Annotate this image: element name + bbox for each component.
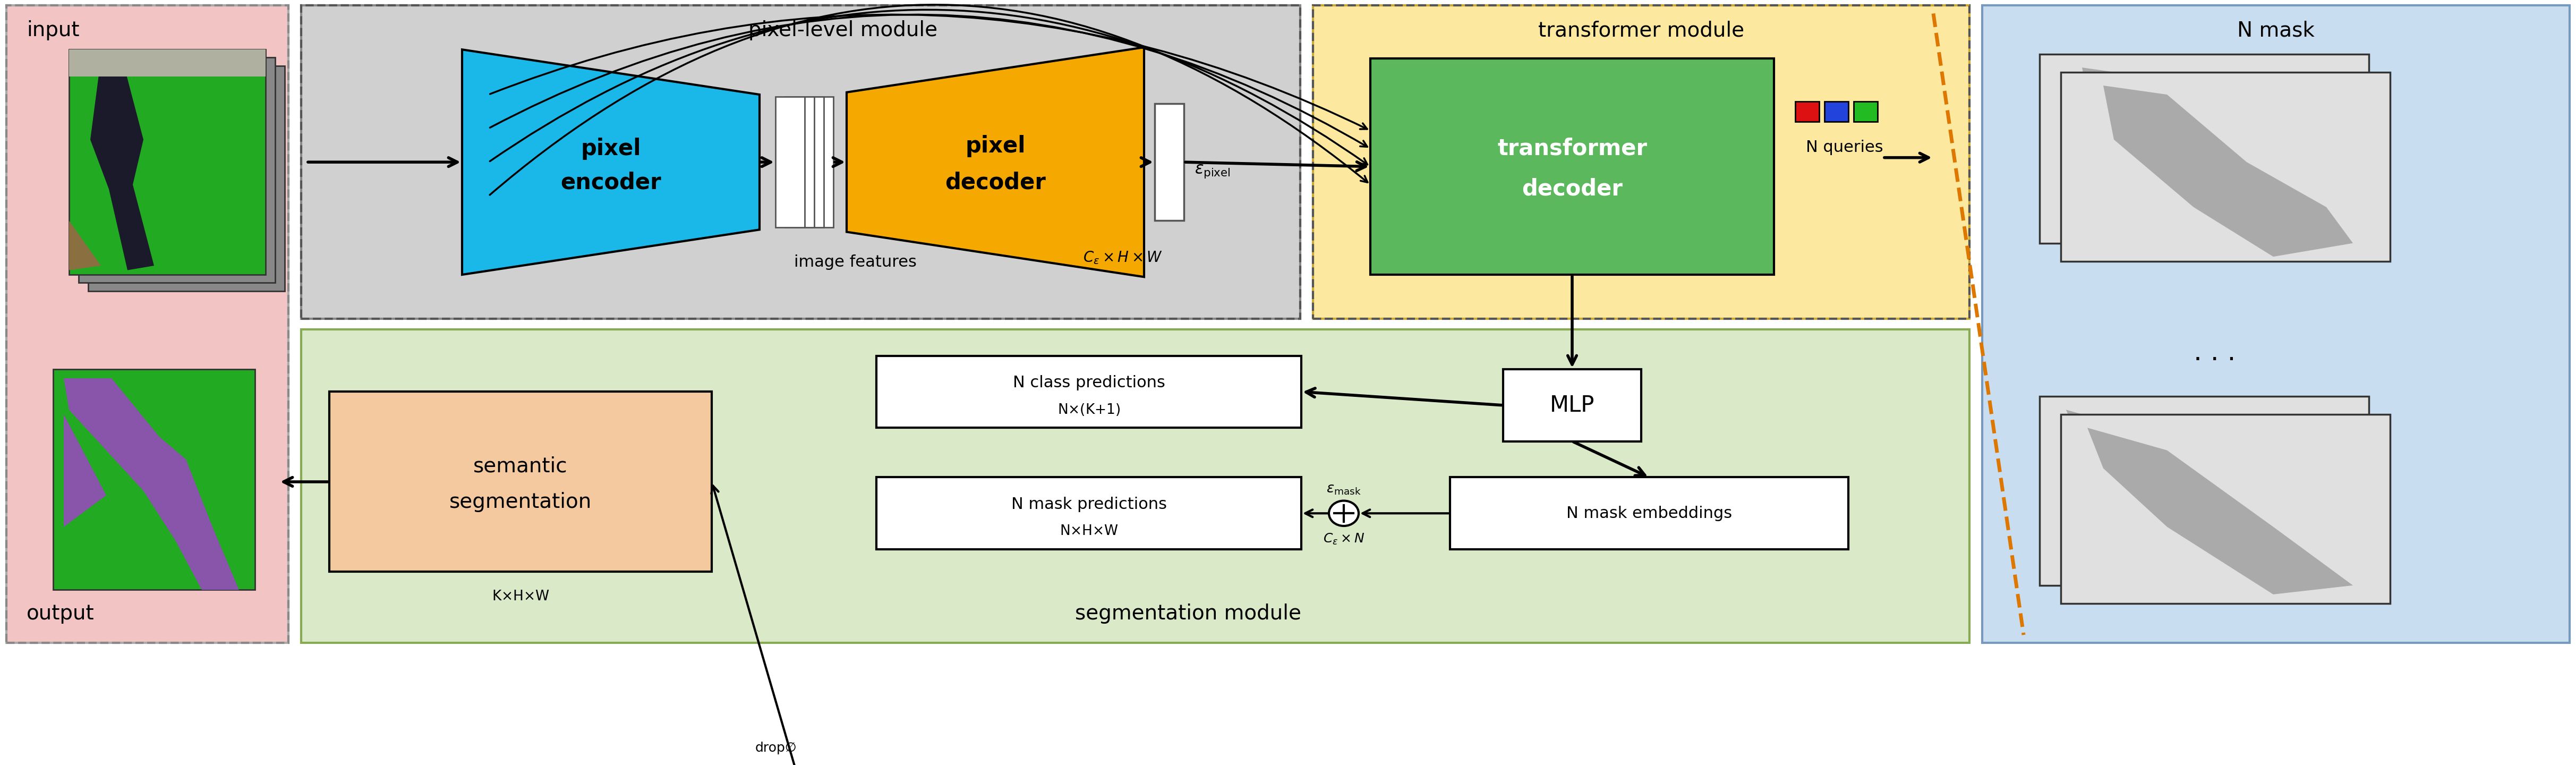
Bar bbox=[876, 477, 1301, 549]
Text: N mask embeddings: N mask embeddings bbox=[1566, 506, 1731, 521]
Bar bbox=[1314, 5, 1971, 319]
Polygon shape bbox=[2087, 428, 2352, 594]
Text: N$\times$(K+1): N$\times$(K+1) bbox=[1056, 402, 1121, 417]
Bar bbox=[1824, 101, 1850, 122]
Text: $C_{\varepsilon}\times H\times W$: $C_{\varepsilon}\times H\times W$ bbox=[1082, 250, 1162, 265]
Circle shape bbox=[1329, 501, 1358, 526]
Text: N queries: N queries bbox=[1806, 139, 1883, 155]
Bar bbox=[301, 5, 1301, 319]
Bar bbox=[876, 356, 1301, 428]
Text: pixel-level module: pixel-level module bbox=[750, 20, 938, 41]
Bar bbox=[1504, 369, 1641, 441]
Text: pixel: pixel bbox=[580, 138, 641, 160]
Text: image features: image features bbox=[793, 255, 917, 270]
Circle shape bbox=[799, 764, 827, 765]
Polygon shape bbox=[2081, 67, 2331, 239]
Text: $\varepsilon_{\rm pixel}$: $\varepsilon_{\rm pixel}$ bbox=[1195, 163, 1231, 179]
Bar bbox=[5, 5, 289, 643]
Text: N class predictions: N class predictions bbox=[1012, 375, 1164, 390]
Bar bbox=[2061, 415, 2391, 604]
Bar bbox=[301, 330, 1971, 643]
Text: transformer module: transformer module bbox=[1538, 20, 1744, 41]
Bar bbox=[1855, 101, 1878, 122]
Polygon shape bbox=[90, 59, 155, 270]
Text: pixel: pixel bbox=[966, 135, 1025, 158]
Text: drop∅: drop∅ bbox=[755, 741, 796, 754]
Text: MLP: MLP bbox=[1551, 394, 1595, 416]
Bar bbox=[1450, 477, 1850, 549]
Bar bbox=[1154, 103, 1185, 220]
Bar bbox=[330, 392, 711, 572]
Bar bbox=[88, 66, 286, 291]
Text: decoder: decoder bbox=[1522, 178, 1623, 200]
Text: segmentation: segmentation bbox=[448, 492, 592, 512]
Polygon shape bbox=[64, 415, 106, 527]
Polygon shape bbox=[64, 378, 240, 590]
Bar bbox=[301, 5, 1301, 319]
Text: encoder: encoder bbox=[562, 171, 662, 194]
Polygon shape bbox=[848, 47, 1144, 277]
Bar bbox=[793, 97, 824, 227]
Text: N$\times$H$\times$W: N$\times$H$\times$W bbox=[1059, 525, 1118, 539]
Bar bbox=[2040, 396, 2370, 585]
Polygon shape bbox=[461, 50, 760, 275]
Polygon shape bbox=[2066, 410, 2331, 576]
Text: input: input bbox=[26, 20, 80, 41]
Bar bbox=[5, 5, 289, 643]
Text: N mask predictions: N mask predictions bbox=[1010, 496, 1167, 512]
Bar bbox=[786, 97, 814, 227]
Text: semantic: semantic bbox=[474, 456, 567, 476]
Bar bbox=[2040, 54, 2370, 243]
Text: transformer: transformer bbox=[1497, 138, 1646, 160]
Bar bbox=[1981, 5, 2571, 643]
Bar bbox=[1795, 101, 1819, 122]
Bar bbox=[1370, 59, 1775, 275]
Bar bbox=[70, 50, 265, 275]
Bar bbox=[804, 97, 835, 227]
Bar bbox=[775, 97, 804, 227]
Text: K$\times$H$\times$W: K$\times$H$\times$W bbox=[492, 590, 549, 604]
Bar bbox=[54, 369, 255, 590]
Polygon shape bbox=[70, 220, 100, 270]
Text: N mask: N mask bbox=[2236, 20, 2316, 41]
Text: · · ·: · · · bbox=[2195, 347, 2236, 373]
Text: $\varepsilon_{\rm mask}$: $\varepsilon_{\rm mask}$ bbox=[1327, 483, 1360, 496]
Text: $C_{\varepsilon}\times N$: $C_{\varepsilon}\times N$ bbox=[1324, 532, 1365, 546]
Text: output: output bbox=[26, 604, 95, 623]
Bar bbox=[70, 50, 265, 76]
Text: segmentation module: segmentation module bbox=[1074, 604, 1301, 623]
Bar bbox=[2061, 72, 2391, 261]
Bar bbox=[1314, 5, 1971, 319]
Polygon shape bbox=[2102, 86, 2352, 257]
Bar bbox=[80, 57, 276, 283]
Text: decoder: decoder bbox=[945, 171, 1046, 194]
